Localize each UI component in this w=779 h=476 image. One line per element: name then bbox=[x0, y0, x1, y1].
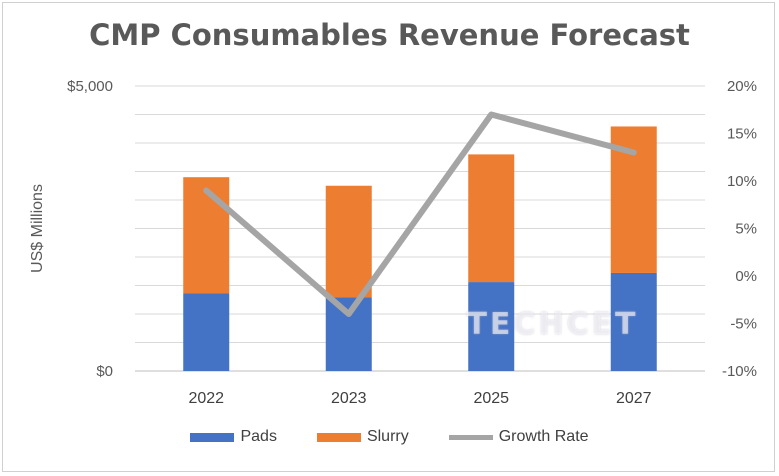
bar-slurry-2022 bbox=[183, 177, 230, 294]
x-axis-tick-label: 2025 bbox=[473, 390, 509, 407]
legend-item-growth-rate: Growth Rate bbox=[448, 428, 589, 446]
legend-label-slurry: Slurry bbox=[366, 428, 409, 445]
y2-axis-tick-label: -10% bbox=[722, 363, 757, 380]
bar-pads-2027 bbox=[610, 272, 657, 371]
bar-pads-2025 bbox=[468, 282, 515, 371]
y2-axis-tick-label: 0% bbox=[735, 268, 757, 285]
y-axis-label: US$ Millions bbox=[29, 184, 46, 273]
legend-swatch-growth-rate bbox=[448, 434, 493, 440]
y2-axis-tick-label: 5% bbox=[735, 221, 757, 238]
y2-axis-tick-label: 15% bbox=[727, 126, 757, 143]
chart-title: CMP Consumables Revenue Forecast bbox=[89, 18, 690, 52]
y-axis-tick-label: $5,000 bbox=[67, 78, 113, 95]
y2-axis-tick-label: -5% bbox=[730, 316, 757, 333]
watermark-text: TECHCET bbox=[466, 307, 639, 342]
legend-item-pads: Pads bbox=[190, 428, 277, 446]
x-axis-tick-label: 2027 bbox=[616, 390, 652, 407]
y2-axis-tick-label: 10% bbox=[727, 173, 757, 190]
legend-swatch-pads bbox=[190, 432, 235, 442]
bar-slurry-2023 bbox=[325, 185, 372, 298]
legend-item-slurry: Slurry bbox=[316, 428, 409, 446]
x-axis-tick-label: 2022 bbox=[188, 390, 224, 407]
legend-label-pads: Pads bbox=[240, 428, 277, 445]
legend-label-growth-rate: Growth Rate bbox=[498, 428, 589, 445]
bar-pads-2023 bbox=[325, 297, 372, 371]
chart-legend: Pads Slurry Growth Rate bbox=[0, 428, 779, 446]
legend-swatch-slurry bbox=[316, 432, 361, 442]
y2-axis-tick-label: 20% bbox=[727, 78, 757, 95]
bar-pads-2022 bbox=[183, 293, 230, 371]
line-growth-rate bbox=[203, 111, 637, 317]
y-axis-tick-label: $0 bbox=[96, 363, 113, 380]
bar-slurry-2025 bbox=[468, 154, 515, 283]
x-axis-tick-label: 2023 bbox=[331, 390, 367, 407]
